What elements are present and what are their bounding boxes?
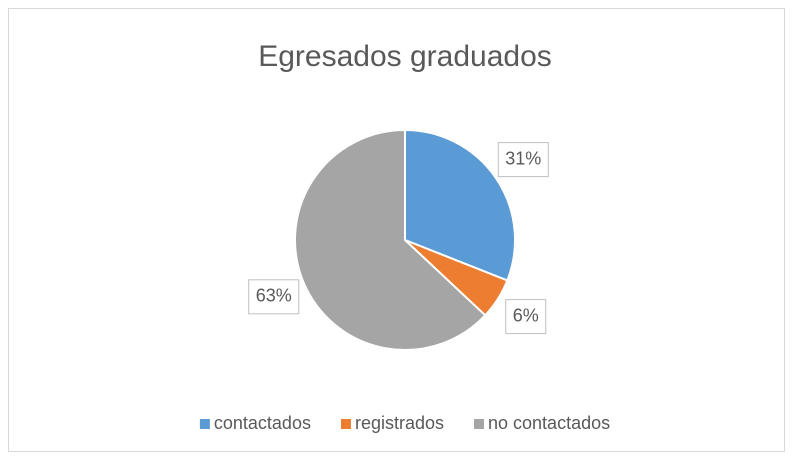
legend-swatch [474,419,485,429]
data-label-box [497,142,549,178]
legend-label: no contactados [488,413,610,433]
pie-slice [404,128,516,282]
legend-label: registrados [355,413,444,433]
data-label: 6% [513,305,539,325]
legend-swatch [199,419,210,429]
data-label-box [505,299,547,335]
data-label: 63% [256,286,292,306]
chart-title: Egresados graduados [258,40,552,73]
data-label: 31% [505,148,541,168]
data-label-box [248,279,300,315]
legend-swatch [340,419,351,429]
pie-slice [294,128,487,351]
legend-label: contactados [214,413,311,433]
